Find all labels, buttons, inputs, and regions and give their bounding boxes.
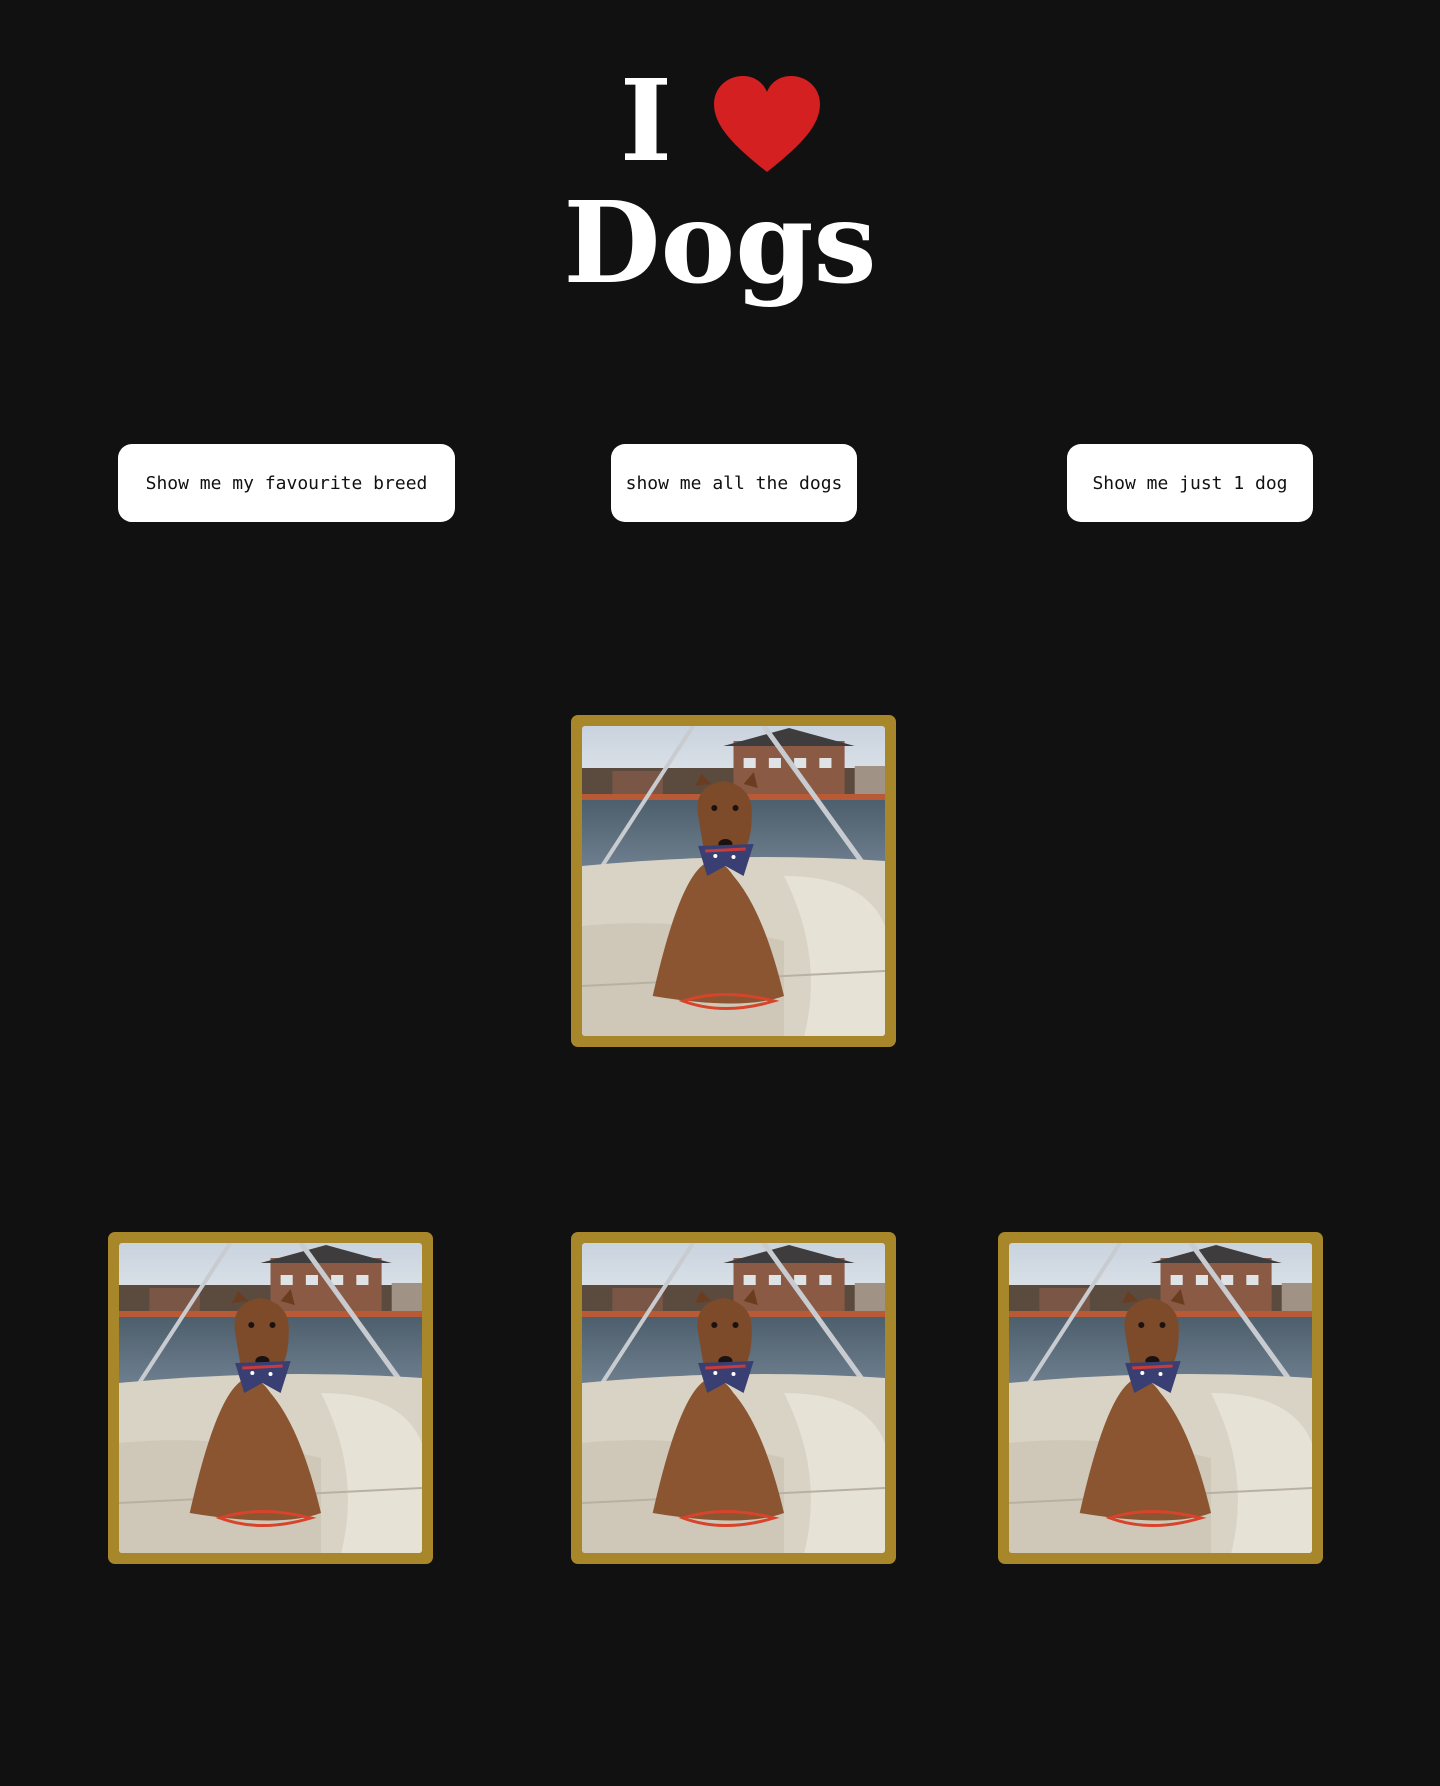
page-title: I: [0, 62, 1440, 182]
dog-photo: [582, 726, 885, 1036]
dog-photo: [582, 1243, 885, 1553]
show-favourite-breed-button[interactable]: Show me my favourite breed: [118, 444, 455, 522]
show-one-dog-button[interactable]: Show me just 1 dog: [1067, 444, 1313, 522]
dog-card: [571, 1232, 896, 1564]
dog-card: [998, 1232, 1323, 1564]
dog-photo: [119, 1243, 422, 1553]
title-word-i: I: [619, 56, 673, 187]
heart-icon: [714, 76, 821, 172]
dog-card: [108, 1232, 433, 1564]
dog-photo: [1009, 1243, 1312, 1553]
title-word-dogs: Dogs: [563, 178, 877, 309]
featured-dog-card: [571, 715, 896, 1047]
show-all-dogs-button[interactable]: show me all the dogs: [611, 444, 857, 522]
